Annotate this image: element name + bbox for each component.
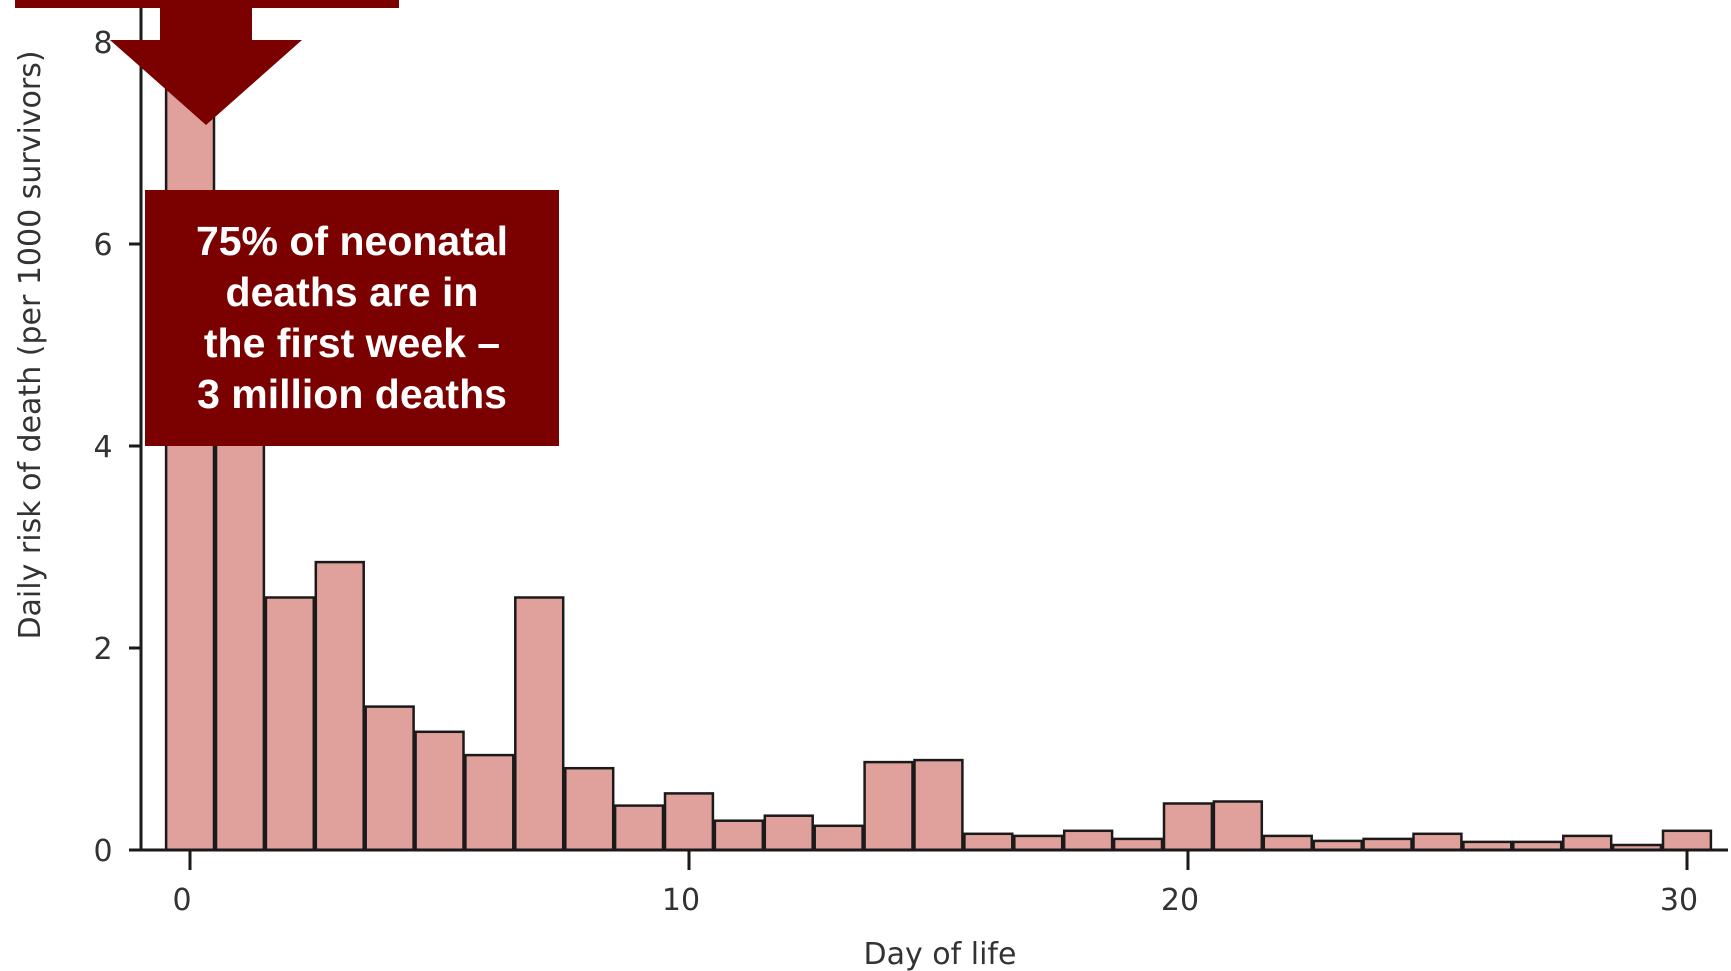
bar-day-25 bbox=[1412, 832, 1463, 852]
bar-day-1 bbox=[214, 394, 266, 852]
x-tick-label: 10 bbox=[662, 883, 700, 918]
bar-day-21 bbox=[1212, 800, 1264, 852]
bar-day-28 bbox=[1562, 834, 1613, 852]
y-tick-label: 4 bbox=[93, 430, 112, 465]
bar-day-16 bbox=[963, 832, 1014, 852]
y-ticks-group: 0 2 4 6 8 bbox=[93, 26, 141, 869]
bar-day-13 bbox=[813, 824, 864, 852]
bar-day-15 bbox=[913, 758, 964, 852]
bar-day-10 bbox=[663, 792, 715, 852]
bar-day-17 bbox=[1013, 834, 1064, 852]
bar-day-7 bbox=[514, 596, 565, 852]
x-axis-label: Day of life bbox=[864, 937, 1017, 971]
bar-day-5 bbox=[414, 730, 465, 852]
bar-day-30 bbox=[1661, 829, 1713, 852]
bar-day-4 bbox=[364, 705, 415, 852]
y-tick-label: 0 bbox=[93, 834, 112, 869]
y-tick-label: 6 bbox=[93, 228, 112, 263]
bar-day-9 bbox=[613, 804, 665, 852]
bar-day-2 bbox=[264, 596, 316, 852]
bar-day-3 bbox=[314, 560, 365, 852]
x-ticks-group: 0 10 20 30 bbox=[172, 850, 1698, 918]
bar-day-8 bbox=[564, 766, 615, 852]
arrow-shape bbox=[110, 0, 302, 125]
x-tick-label: 0 bbox=[172, 883, 191, 918]
down-arrow-icon bbox=[15, 0, 399, 125]
x-tick-label: 20 bbox=[1161, 883, 1199, 918]
bar-day-19 bbox=[1112, 837, 1164, 852]
bar-day-12 bbox=[763, 814, 814, 852]
bar-day-14 bbox=[863, 760, 914, 852]
bar-day-6 bbox=[464, 753, 515, 852]
bars-group bbox=[164, 6, 1713, 852]
y-axis-label: Daily risk of death (per 1000 survivors) bbox=[13, 50, 48, 639]
y-tick-label: 8 bbox=[93, 26, 112, 61]
callout-box: 75% of neonatal deaths are in the first … bbox=[145, 190, 559, 446]
x-tick-label: 30 bbox=[1660, 883, 1698, 918]
bar-day-11 bbox=[713, 819, 765, 852]
y-tick-label: 2 bbox=[93, 632, 112, 667]
callout-text: 75% of neonatal deaths are in the first … bbox=[195, 218, 509, 417]
bar-day-20 bbox=[1162, 802, 1214, 852]
bar-day-22 bbox=[1262, 834, 1313, 852]
bar-day-18 bbox=[1062, 829, 1114, 852]
bar-day-24 bbox=[1362, 837, 1413, 852]
